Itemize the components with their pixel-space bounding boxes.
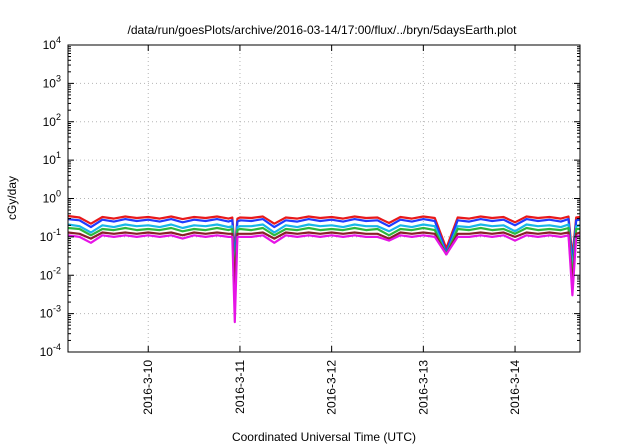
x-tick-label: 2016-3-13 xyxy=(416,360,430,415)
series-line xyxy=(67,231,581,288)
series-line xyxy=(67,214,581,258)
y-axis-label: cGy/day xyxy=(5,176,19,220)
y-tick-exponent: 1 xyxy=(56,150,61,160)
grid xyxy=(68,45,580,352)
chart-title: /data/run/goesPlots/archive/2016-03-14/1… xyxy=(128,23,518,37)
x-tick-label: 2016-3-10 xyxy=(141,360,155,415)
y-tick-exponent: -3 xyxy=(53,304,61,314)
y-tick-exponent: -4 xyxy=(53,342,61,352)
y-tick-label: 10-4 xyxy=(40,342,61,359)
y-tick-exponent: 2 xyxy=(56,112,61,122)
y-tick-label: 100 xyxy=(43,189,61,206)
series-group xyxy=(67,214,581,324)
y-tick-label: 10-1 xyxy=(40,227,61,244)
y-tick-label: 103 xyxy=(43,73,61,90)
y-tick-label: 102 xyxy=(43,112,61,129)
series-line xyxy=(67,234,581,324)
y-tick-label: 101 xyxy=(43,150,61,167)
y-tick-label: 10-2 xyxy=(40,265,61,282)
x-tick-label: 2016-3-12 xyxy=(325,360,339,415)
y-tick-exponent: -1 xyxy=(53,227,61,237)
y-tick-label: 10-3 xyxy=(40,304,61,321)
series-line xyxy=(67,226,580,281)
series-line xyxy=(67,223,581,274)
y-tick-exponent: -2 xyxy=(53,265,61,275)
x-axis: 2016-3-10 2016-3-11 2016-3-12 2016-3-13 2016… xyxy=(141,45,522,415)
y-tick-exponent: 3 xyxy=(56,73,61,83)
series-line xyxy=(67,218,581,265)
y-tick-label: 104 xyxy=(43,35,61,52)
x-axis-label: Coordinated Universal Time (UTC) xyxy=(232,430,416,444)
x-tick-label: 2016-3-11 xyxy=(233,360,247,414)
x-tick-label: 2016-3-14 xyxy=(508,360,522,415)
y-tick-exponent: 0 xyxy=(56,189,61,199)
y-tick-exponent: 4 xyxy=(56,35,61,45)
